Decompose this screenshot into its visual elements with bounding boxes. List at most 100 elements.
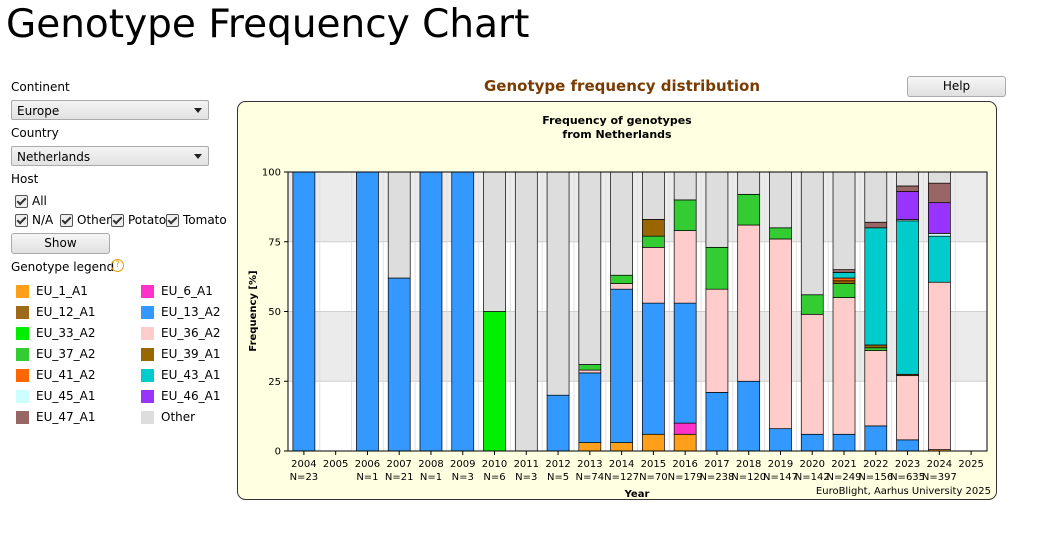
legend-label: EU_41_A2: [36, 368, 96, 382]
host-checkbox[interactable]: All: [15, 194, 47, 208]
n-label: N=397: [922, 472, 957, 483]
bar-segment: [896, 191, 919, 220]
bar-segment: [642, 246, 665, 304]
y-tick-label: 25: [268, 377, 281, 388]
legend-swatch: [16, 389, 29, 403]
checkbox-label: Potato: [128, 213, 167, 227]
bar-segment: [610, 442, 633, 452]
host-checkbox[interactable]: Tomato: [166, 213, 227, 227]
y-tick-label: 50: [268, 307, 281, 318]
country-label: Country: [11, 126, 59, 140]
bar-segment: [673, 422, 697, 435]
bar-segment: [514, 171, 538, 452]
n-label: N=1: [356, 472, 378, 483]
legend-item: EU_1_A1: [16, 284, 88, 298]
bar-segment: [737, 224, 761, 382]
bar-segment: [387, 171, 411, 279]
bar-segment: [927, 202, 951, 234]
bar-segment: [610, 283, 633, 290]
bar-segment: [483, 311, 506, 452]
x-axis-label: Year: [624, 489, 650, 500]
legend-item: EU_47_A1: [16, 410, 95, 424]
chart-title: from Netherlands: [562, 128, 672, 141]
legend-label: EU_43_A1: [161, 368, 221, 382]
x-tick-label: 2006: [355, 459, 380, 470]
checkbox[interactable]: [15, 213, 28, 227]
bar-segment: [864, 425, 888, 452]
host-checkbox[interactable]: N/A: [15, 213, 53, 227]
n-label: N=6: [483, 472, 505, 483]
legend-swatch: [16, 326, 29, 340]
bar-segment: [864, 221, 888, 229]
bar-segment: [927, 182, 951, 204]
bar-segment: [832, 283, 856, 298]
x-tick-label: 2019: [768, 459, 793, 470]
bar-segment: [864, 171, 888, 223]
x-tick-label: 2015: [641, 459, 666, 470]
x-tick-label: 2018: [736, 459, 761, 470]
legend-item: EU_6_A1: [141, 284, 213, 298]
page-title: Genotype Frequency Chart: [6, 2, 530, 47]
legend-item: EU_46_A1: [141, 389, 220, 403]
bar-segment: [705, 392, 729, 452]
legend-label: EU_33_A2: [36, 326, 96, 340]
n-label: N=5: [547, 472, 569, 483]
host-checkbox[interactable]: Potato: [111, 213, 166, 227]
legend-label: Genotype legend: [11, 260, 115, 274]
legend-item: Other: [141, 410, 195, 424]
checkbox[interactable]: [111, 213, 124, 227]
bar-segment: [419, 171, 443, 452]
continent-label: Continent: [11, 80, 70, 94]
x-tick-label: 2008: [418, 459, 443, 470]
x-tick-label: 2025: [958, 459, 983, 470]
x-tick-label: 2016: [672, 459, 697, 470]
checkbox[interactable]: [166, 213, 179, 227]
legend-label: EU_13_A2: [161, 305, 221, 319]
bar-segment: [769, 227, 792, 240]
legend-swatch: [141, 368, 154, 382]
legend-item: EU_41_A2: [16, 368, 95, 382]
n-label: N=1: [420, 472, 442, 483]
checkbox-label: Other: [77, 213, 112, 227]
x-tick-label: 2020: [800, 459, 825, 470]
bar-segment: [769, 238, 792, 430]
bar-segment: [832, 297, 856, 435]
checkbox[interactable]: [60, 213, 73, 227]
bar-segment: [705, 171, 729, 248]
bar-segment: [705, 288, 729, 393]
bar-segment: [673, 230, 697, 304]
show-button[interactable]: Show: [11, 233, 110, 254]
bar-segment: [864, 347, 888, 351]
legend-help-icon[interactable]: ?: [111, 259, 124, 272]
bar-segment: [800, 171, 824, 296]
y-tick-label: 100: [262, 168, 281, 179]
bar-segment: [769, 428, 792, 452]
x-tick-label: 2013: [577, 459, 602, 470]
bar-segment: [896, 439, 919, 452]
bar-segment: [578, 372, 602, 443]
continent-select[interactable]: Europe: [11, 100, 209, 120]
legend-label: EU_39_A1: [161, 347, 221, 361]
n-label: N=238: [699, 472, 734, 483]
bar-segment: [610, 274, 633, 284]
bar-segment: [642, 171, 665, 220]
bar-segment: [832, 433, 856, 452]
n-label: N=249: [827, 472, 862, 483]
legend-swatch: [141, 326, 154, 340]
n-label: N=21: [385, 472, 414, 483]
country-select[interactable]: Netherlands: [11, 146, 209, 166]
bar-segment: [832, 280, 856, 284]
bar-segment: [578, 369, 602, 374]
bar-segment: [896, 185, 919, 192]
bar-segment: [800, 313, 824, 435]
bar-segment: [864, 350, 888, 427]
help-button[interactable]: Help: [907, 76, 1006, 97]
bar-segment: [737, 193, 761, 226]
bar-segment: [356, 171, 379, 452]
checkbox[interactable]: [15, 194, 28, 208]
legend-label: EU_47_A1: [36, 410, 96, 424]
host-checkbox[interactable]: Other: [60, 213, 111, 227]
n-label: N=147: [763, 472, 798, 483]
